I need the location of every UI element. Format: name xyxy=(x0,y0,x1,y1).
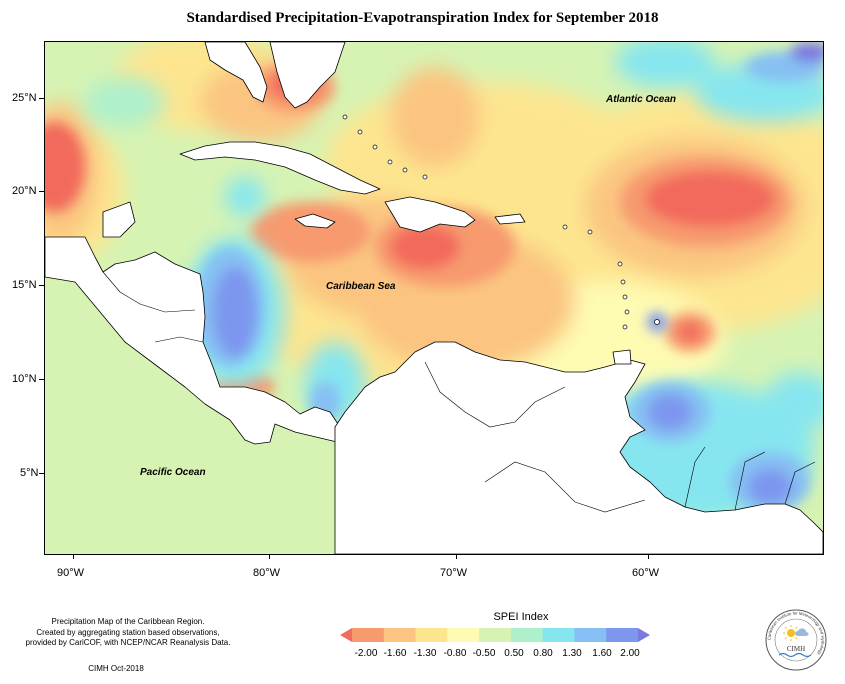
lon-tick xyxy=(456,554,457,559)
lat-label-10n: 10°N xyxy=(12,373,37,385)
lat-label-15n: 15°N xyxy=(12,279,37,291)
legend-arrow-low xyxy=(340,628,352,642)
lat-label-25n: 25°N xyxy=(12,92,37,104)
lat-label-5n: 5°N xyxy=(20,467,39,479)
legend-swatch xyxy=(606,628,639,642)
legend-swatch xyxy=(542,628,575,642)
lon-tick xyxy=(269,554,270,559)
legend-tick: 0.50 xyxy=(504,648,524,659)
lat-tick xyxy=(39,473,44,474)
legend-tick: -2.00 xyxy=(354,648,378,659)
legend-swatch xyxy=(479,628,512,642)
spei-raster xyxy=(45,42,823,554)
lat-tick xyxy=(39,98,44,99)
legend-tick: 1.30 xyxy=(562,648,582,659)
legend-tick: -1.60 xyxy=(383,648,407,659)
legend-swatch xyxy=(510,628,544,642)
lat-tick xyxy=(39,191,44,192)
credit-date: CIMH Oct-2018 xyxy=(88,664,144,673)
legend-arrow-high xyxy=(638,628,650,642)
cimh-logo: CIMH Caribbean Institute for Meteorology… xyxy=(765,609,827,671)
atlantic-ocean-label: Atlantic Ocean xyxy=(606,94,677,105)
legend-tick: 1.60 xyxy=(592,648,612,659)
map-credits: Precipitation Map of the Caribbean Regio… xyxy=(8,617,248,649)
legend-tick: 0.80 xyxy=(533,648,553,659)
lon-tick xyxy=(73,554,74,559)
caribbean-sea-label: Caribbean Sea xyxy=(326,281,396,292)
pacific-ocean-label: Pacific Ocean xyxy=(140,467,206,478)
lon-label-80w: 80°W xyxy=(253,567,281,579)
legend-title: SPEI Index xyxy=(493,611,549,623)
legend-swatch xyxy=(447,628,480,642)
lon-label-90w: 90°W xyxy=(57,567,85,579)
lat-tick xyxy=(39,285,44,286)
legend-swatch xyxy=(415,628,448,642)
lat-label-20n: 20°N xyxy=(12,185,37,197)
logo-text: CIMH xyxy=(787,645,805,653)
map-title: Standardised Precipitation-Evapotranspir… xyxy=(186,10,659,26)
legend-tick: -0.50 xyxy=(472,648,496,659)
lat-tick xyxy=(39,379,44,380)
legend-swatch xyxy=(574,628,607,642)
lon-tick xyxy=(648,554,649,559)
wave-icon xyxy=(778,652,812,658)
legend-swatch xyxy=(383,628,417,642)
legend-tick: -1.30 xyxy=(413,648,437,659)
credit-line-1: Precipitation Map of the Caribbean Regio… xyxy=(51,617,205,626)
spei-map: Atlantic Ocean Caribbean Sea Pacific Oce… xyxy=(44,41,824,555)
lon-label-70w: 70°W xyxy=(440,567,468,579)
credit-line-3: provided by CariCOF, with NCEP/NCAR Rean… xyxy=(25,638,231,647)
cloud-icon xyxy=(795,628,809,637)
lon-label-60w: 60°W xyxy=(632,567,660,579)
legend-tick: 2.00 xyxy=(620,648,640,659)
legend-swatch xyxy=(352,628,385,642)
legend-colorbar xyxy=(340,628,650,642)
legend-tick: -0.80 xyxy=(443,648,467,659)
credit-line-2: Created by aggregating station based obs… xyxy=(36,627,220,637)
sun-icon xyxy=(783,625,799,641)
